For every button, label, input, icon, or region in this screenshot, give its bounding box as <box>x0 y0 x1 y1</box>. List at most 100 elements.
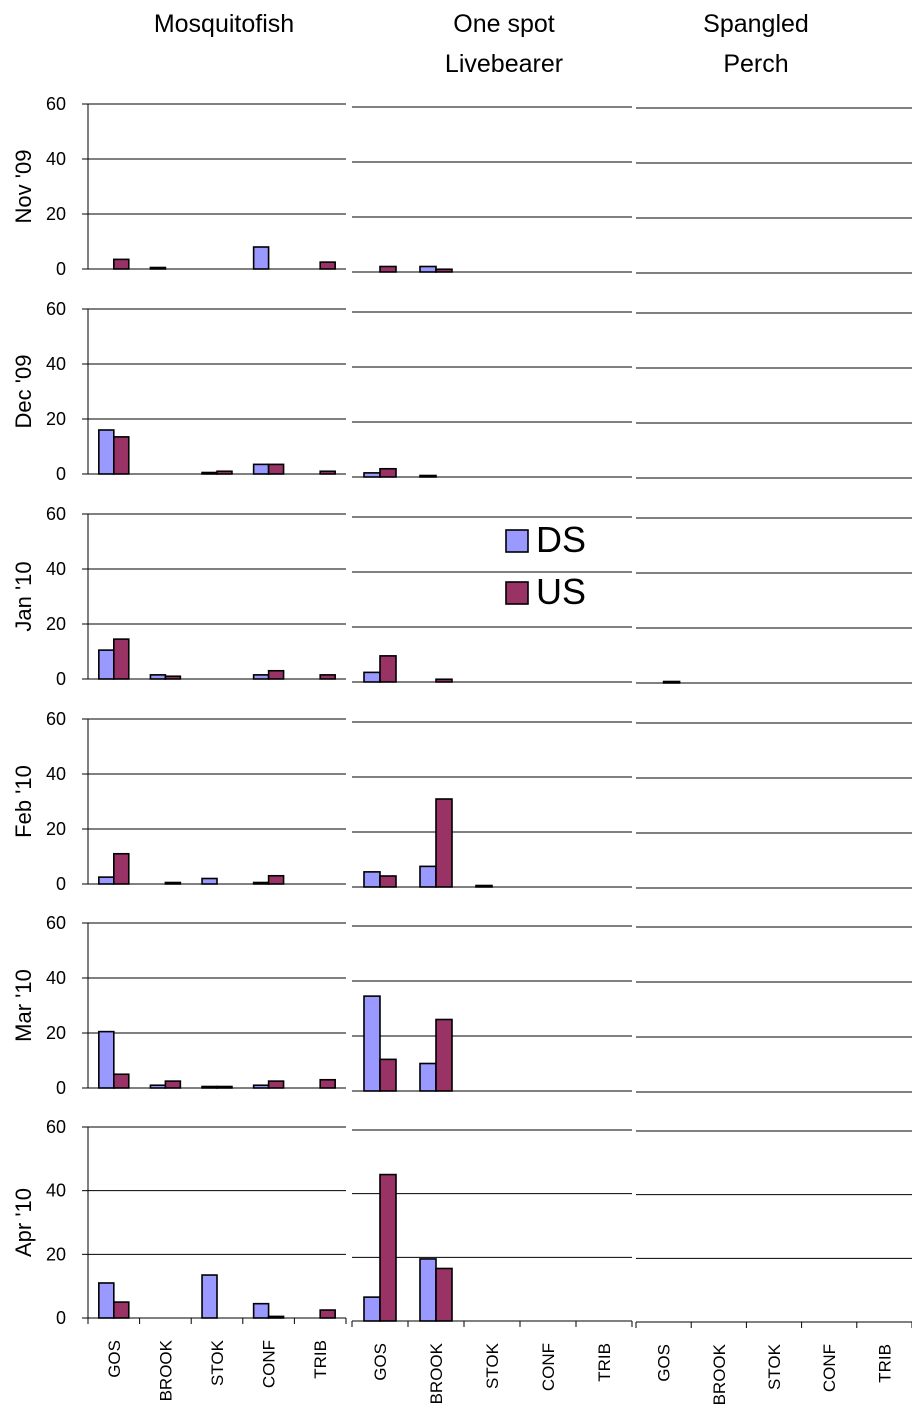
y-tick-label: 0 <box>56 874 66 894</box>
x-tick-label: TRIB <box>875 1344 894 1383</box>
y-tick-label: 20 <box>46 614 66 634</box>
bar-ds <box>252 463 270 475</box>
x-tick-label: TRIB <box>311 1340 330 1379</box>
y-tick-label: 40 <box>46 1181 66 1201</box>
bar-ds <box>98 1282 115 1319</box>
legend-label: DS <box>536 519 586 560</box>
bar-ds <box>98 429 115 475</box>
y-tick-label: 40 <box>46 149 66 169</box>
y-tick-label: 40 <box>46 764 66 784</box>
panel <box>636 312 912 479</box>
bar-us <box>113 258 130 270</box>
x-tick-label: GOS <box>105 1340 124 1378</box>
x-tick-label: BROOK <box>156 1339 175 1401</box>
y-tick-label: 20 <box>46 1244 66 1264</box>
bar-ds <box>419 1062 437 1092</box>
x-tick-label: STOK <box>208 1339 227 1386</box>
panel <box>88 513 346 680</box>
bar-ds <box>252 246 270 270</box>
x-tick-label: BROOK <box>710 1343 729 1405</box>
panel <box>88 103 346 270</box>
bar-us <box>379 467 397 478</box>
bar-ds <box>363 472 381 478</box>
column-title: Perch <box>723 50 788 78</box>
legend-label: US <box>536 571 586 612</box>
panel <box>352 925 632 1092</box>
bar-ds <box>201 1274 218 1319</box>
bar-ds <box>252 1302 270 1319</box>
x-tick-label: BROOK <box>427 1342 446 1404</box>
bar-ds <box>475 884 493 888</box>
bar-us <box>267 463 285 475</box>
bar-us <box>319 674 336 680</box>
panel <box>352 516 632 683</box>
y-tick-label: 60 <box>46 94 66 114</box>
bar-us <box>379 1058 397 1092</box>
bar-ds <box>149 1084 167 1089</box>
y-tick-label: 40 <box>46 968 66 988</box>
bar-us <box>113 1301 130 1319</box>
panel <box>88 718 346 885</box>
bar-us <box>435 678 453 683</box>
y-tick-label: 0 <box>56 464 66 484</box>
bar-ds <box>252 1084 270 1089</box>
bar-us <box>267 1080 285 1089</box>
bar-ds <box>149 266 167 270</box>
bar-ds <box>149 674 167 680</box>
column-title: One spot <box>453 10 555 38</box>
panel <box>352 311 632 478</box>
y-tick-label: 60 <box>46 709 66 729</box>
bar-ds <box>201 877 218 885</box>
bar-us <box>435 798 453 888</box>
bar-ds <box>98 649 115 680</box>
bar-us <box>319 470 336 475</box>
y-tick-label: 60 <box>46 913 66 933</box>
bar-us <box>379 875 397 888</box>
y-tick-label: 60 <box>46 299 66 319</box>
y-tick-label: 20 <box>46 1023 66 1043</box>
row-label: Dec '09 <box>11 355 36 429</box>
panel: GOS BROOK STOK CONF TRIB <box>635 1130 912 1405</box>
panel <box>352 721 632 888</box>
bar-us <box>164 675 182 680</box>
bar-us <box>435 1018 453 1092</box>
bar-ds <box>419 265 437 273</box>
x-tick-label: TRIB <box>595 1343 614 1382</box>
bar-us <box>435 1267 453 1322</box>
row-label: Feb '10 <box>11 765 36 838</box>
panel <box>636 517 912 684</box>
bar-ds <box>252 881 270 885</box>
y-tick-label: 60 <box>46 1117 66 1137</box>
x-tick-label: CONF <box>820 1344 839 1392</box>
bar-us <box>113 1073 130 1089</box>
bar-ds <box>363 671 381 683</box>
bar-ds <box>363 1296 381 1322</box>
y-tick-label: 20 <box>46 204 66 224</box>
bar-ds <box>201 471 218 475</box>
bar-us <box>113 638 130 680</box>
bar-ds <box>98 876 115 885</box>
column-title: Spangled <box>703 10 809 38</box>
y-tick-label: 40 <box>46 559 66 579</box>
row-label: Apr '10 <box>11 1188 36 1257</box>
bar-ds <box>363 871 381 888</box>
panel <box>636 107 912 274</box>
panel <box>352 106 632 273</box>
bar-us <box>113 852 130 885</box>
bar-ds <box>201 1085 218 1089</box>
column-title: Livebearer <box>445 50 563 78</box>
x-tick-label: GOS <box>371 1343 390 1381</box>
column-title: Mosquitofish <box>154 10 294 38</box>
bar-us <box>379 265 397 273</box>
legend-swatch-us <box>505 581 529 605</box>
legend: DS US <box>505 519 586 612</box>
bar-us <box>216 470 233 475</box>
panel <box>636 926 912 1093</box>
bar-us <box>319 1309 336 1319</box>
bar-ds <box>363 995 381 1092</box>
bar-us <box>662 680 681 684</box>
y-tick-label: 60 <box>46 504 66 524</box>
bar-us <box>267 669 285 680</box>
bar-us <box>319 261 336 270</box>
row-label: Jan '10 <box>11 561 36 631</box>
